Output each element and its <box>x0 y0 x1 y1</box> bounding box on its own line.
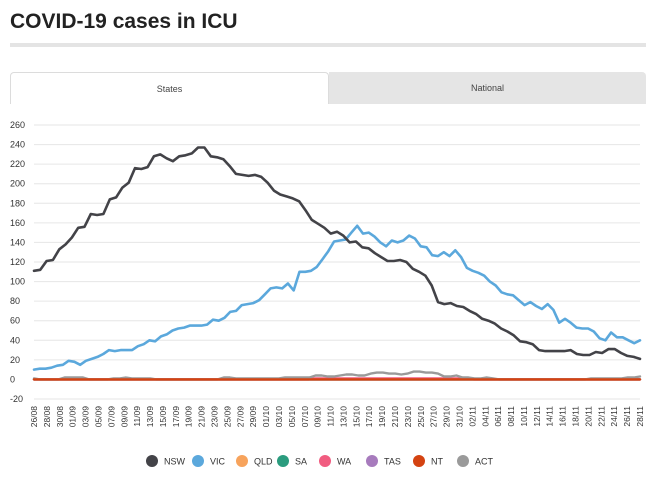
y-gridlines <box>34 124 640 400</box>
legend-label: TAS <box>384 457 401 467</box>
series-line-vic <box>32 224 642 371</box>
x-tick-label: 17/10 <box>364 406 374 428</box>
x-tick-label: 21/10 <box>390 406 400 428</box>
y-tick-label: 80 <box>10 296 20 306</box>
legend-item-tas[interactable]: TAS <box>366 455 401 467</box>
x-tick-label: 17/09 <box>171 406 181 428</box>
x-tick-label: 04/11 <box>480 406 490 427</box>
x-tick-label: 19/10 <box>377 406 387 428</box>
x-tick-label: 07/09 <box>106 406 116 428</box>
x-tick-label: 10/11 <box>519 406 529 427</box>
x-tick-label: 11/09 <box>132 406 142 427</box>
x-tick-label: 03/09 <box>81 406 91 428</box>
legend-marker <box>319 455 331 467</box>
series-line-nsw <box>32 146 642 361</box>
y-tick-label: 240 <box>10 140 25 150</box>
x-tick-label: 01/10 <box>261 406 271 428</box>
x-tick-label: 27/09 <box>235 406 245 428</box>
legend-item-vic[interactable]: VIC <box>192 455 226 467</box>
x-tick-label: 20/11 <box>583 406 593 427</box>
x-tick-label: 23/10 <box>403 406 413 428</box>
x-tick-label: 13/09 <box>145 406 155 428</box>
legend-marker <box>457 455 469 467</box>
x-tick-label: 26/08 <box>29 406 39 428</box>
legend-marker <box>277 455 289 467</box>
x-tick-label: 09/09 <box>119 406 129 428</box>
page-title: COVID-19 cases in ICU <box>10 10 238 33</box>
x-tick-label: 01/09 <box>68 406 78 428</box>
y-tick-label: -20 <box>10 394 23 404</box>
legend-label: NSW <box>164 457 186 467</box>
legend-label: SA <box>295 457 307 467</box>
x-tick-label: 18/11 <box>571 406 581 427</box>
legend-marker <box>146 455 158 467</box>
legend-marker <box>366 455 378 467</box>
x-tick-label: 30/08 <box>55 406 65 428</box>
y-tick-label: 260 <box>10 120 25 130</box>
y-tick-label: 140 <box>10 237 25 247</box>
y-tick-label: 20 <box>10 355 20 365</box>
x-tick-label: 07/10 <box>300 406 310 428</box>
x-tick-label: 29/09 <box>248 406 258 428</box>
x-tick-label: 08/11 <box>506 406 516 427</box>
legend-item-nsw[interactable]: NSW <box>146 455 186 467</box>
x-tick-label: 28/08 <box>42 406 52 428</box>
x-tick-label: 05/09 <box>93 406 103 428</box>
x-tick-label: 02/11 <box>467 406 477 427</box>
x-tick-label: 03/10 <box>274 406 284 428</box>
y-tick-label: 60 <box>10 316 20 326</box>
chart-container: -20 0 20 40 60 80 100 120 140 160 180 200 220 240 260 2… <box>0 104 660 474</box>
x-tick-label: 29/10 <box>442 406 452 428</box>
legend-label: NT <box>431 457 443 467</box>
x-tick-label: 12/11 <box>532 406 542 427</box>
legend-label: QLD <box>254 457 273 467</box>
x-tick-label: 25/09 <box>222 406 232 428</box>
x-tick-label: 15/10 <box>351 406 361 428</box>
legend-label: WA <box>337 457 351 467</box>
legend-item-sa[interactable]: SA <box>277 455 307 467</box>
x-tick-label: 22/11 <box>596 406 606 427</box>
tab-national[interactable]: National <box>329 72 646 104</box>
legend-item-act[interactable]: ACT <box>457 455 494 467</box>
x-tick-label: 05/10 <box>287 406 297 428</box>
y-tick-label: 220 <box>10 159 25 169</box>
x-tick-label: 15/09 <box>158 406 168 428</box>
x-tick-label: 19/09 <box>184 406 194 428</box>
y-tick-label: 40 <box>10 335 20 345</box>
tab-states[interactable]: States <box>10 72 329 104</box>
x-tick-label: 23/09 <box>210 406 220 428</box>
legend-marker <box>413 455 425 467</box>
tab-bar: States National <box>10 72 646 104</box>
legend-item-wa[interactable]: WA <box>319 455 351 467</box>
legend-marker <box>236 455 248 467</box>
x-tick-label: 26/11 <box>622 406 632 427</box>
x-tick-label: 27/10 <box>429 406 439 428</box>
legend-marker <box>192 455 204 467</box>
x-tick-label: 14/11 <box>545 406 555 427</box>
x-tick-label: 06/11 <box>493 406 503 427</box>
legend-label: ACT <box>475 457 494 467</box>
x-tick-label: 21/09 <box>197 406 207 428</box>
y-tick-label: 180 <box>10 198 25 208</box>
x-tick-label: 28/11 <box>635 406 645 427</box>
x-tick-label: 31/10 <box>454 406 464 428</box>
y-tick-label: 100 <box>10 277 25 287</box>
icu-line-chart: -20 0 20 40 60 80 100 120 140 160 180 200 220 240 260 2… <box>10 120 645 467</box>
y-tick-label: 0 <box>10 374 15 384</box>
x-tick-label: 09/10 <box>313 406 323 428</box>
x-tick-label: 24/11 <box>609 406 619 427</box>
x-tick-label: 11/10 <box>326 406 336 427</box>
x-tick-label: 16/11 <box>558 406 568 427</box>
legend-label: VIC <box>210 457 226 467</box>
y-tick-label: 160 <box>10 218 25 228</box>
legend-item-nt[interactable]: NT <box>413 455 443 467</box>
x-tick-label: 13/10 <box>338 406 348 428</box>
y-tick-label: 120 <box>10 257 25 267</box>
x-tick-label: 25/10 <box>416 406 426 428</box>
legend-item-qld[interactable]: QLD <box>236 455 273 467</box>
y-tick-label: 200 <box>10 179 25 189</box>
title-divider <box>10 43 646 47</box>
